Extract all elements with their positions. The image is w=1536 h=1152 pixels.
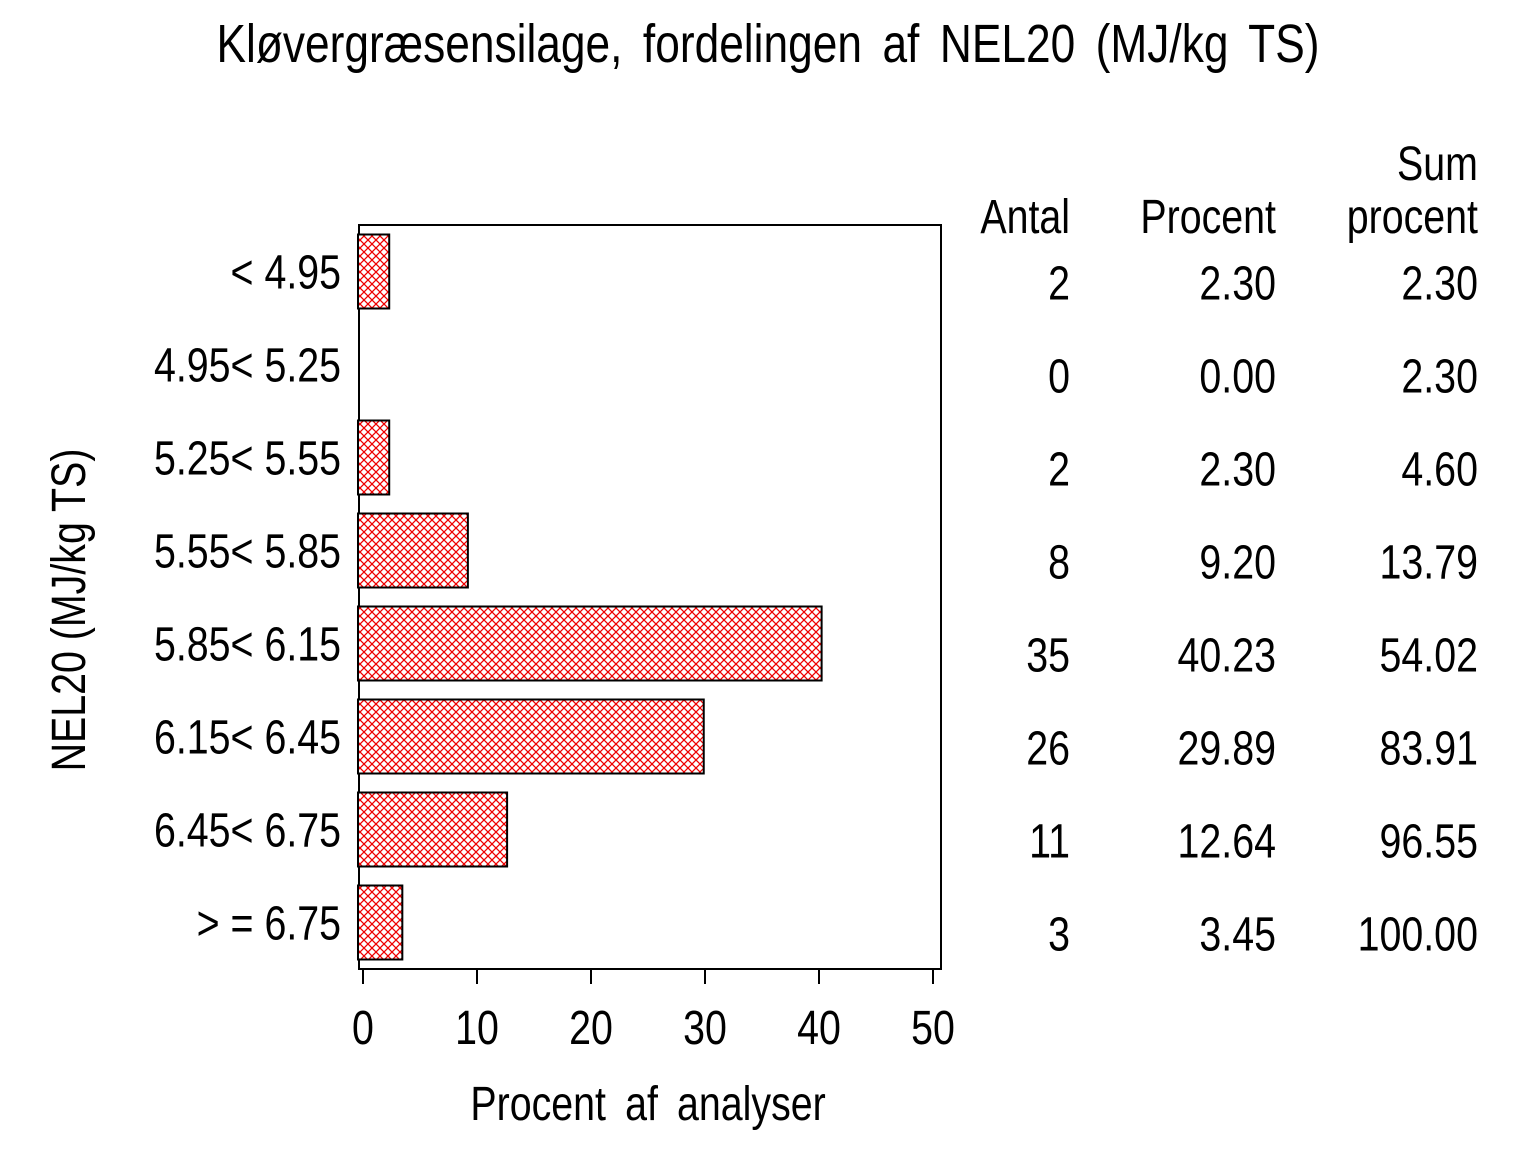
cell-antal: 35 — [1026, 629, 1070, 683]
table-header-sum-line1: Sum — [1397, 137, 1478, 191]
cell-antal: 3 — [1048, 908, 1070, 962]
cell-sum-procent: 96.55 — [1380, 815, 1478, 869]
cell-procent: 0.00 — [1199, 350, 1276, 404]
cell-sum-procent: 54.02 — [1380, 629, 1478, 683]
cell-sum-procent: 13.79 — [1380, 536, 1478, 590]
x-axis-title: Procent af analyser — [470, 1077, 825, 1131]
table-header-sum-line2: procent — [1347, 190, 1478, 244]
table-header-antal: Antal — [980, 190, 1070, 244]
cell-procent: 3.45 — [1199, 908, 1276, 962]
table-header-procent: Procent — [1140, 190, 1276, 244]
bar — [357, 233, 391, 310]
category-label: 6.45< 6.75 — [154, 804, 341, 858]
y-axis-title: NEL20 (MJ/kg TS) — [42, 449, 96, 772]
category-label: 5.25< 5.55 — [154, 432, 341, 486]
cell-antal: 0 — [1048, 350, 1070, 404]
category-label: < 4.95 — [231, 246, 341, 300]
bar — [357, 605, 823, 682]
x-axis-tick-label: 30 — [683, 1001, 727, 1055]
x-axis-ticks-group: 0 10 20 30 40 50 — [352, 969, 955, 1055]
x-axis-tick-label: 10 — [455, 1001, 499, 1055]
cell-sum-procent: 2.30 — [1401, 350, 1478, 404]
category-label: > = 6.75 — [197, 897, 341, 951]
bar — [357, 698, 705, 775]
x-axis-tick-label: 50 — [911, 1001, 955, 1055]
cell-procent: 40.23 — [1178, 629, 1276, 683]
category-labels-group: < 4.95 4.95< 5.25 5.25< 5.55 5.55< 5.85 5.85… — [154, 246, 341, 951]
bar — [357, 791, 509, 868]
category-label: 6.15< 6.45 — [154, 711, 341, 765]
plot-frame — [358, 224, 942, 970]
bar — [357, 419, 391, 496]
cell-procent: 12.64 — [1178, 815, 1276, 869]
cell-antal: 2 — [1048, 257, 1070, 311]
cell-antal: 2 — [1048, 443, 1070, 497]
bar — [357, 884, 404, 961]
cell-sum-procent: 100.00 — [1358, 908, 1478, 962]
cell-sum-procent: 4.60 — [1401, 443, 1478, 497]
category-label: 5.85< 6.15 — [154, 618, 341, 672]
bars-group — [357, 233, 823, 961]
cell-antal: 8 — [1048, 536, 1070, 590]
x-axis-tick-label: 20 — [569, 1001, 613, 1055]
bar — [357, 512, 469, 589]
x-axis-tick-label: 40 — [797, 1001, 841, 1055]
category-label: 4.95< 5.25 — [154, 339, 341, 393]
cell-procent: 9.20 — [1199, 536, 1276, 590]
category-label: 5.55< 5.85 — [154, 525, 341, 579]
cell-sum-procent: 2.30 — [1401, 257, 1478, 311]
cell-procent: 29.89 — [1178, 722, 1276, 776]
x-axis-tick-label: 0 — [352, 1001, 374, 1055]
cell-procent: 2.30 — [1199, 257, 1276, 311]
cell-antal: 11 — [1029, 815, 1070, 869]
chart-title: Kløvergræsensilage, fordelingen af NEL20… — [217, 14, 1320, 74]
cell-procent: 2.30 — [1199, 443, 1276, 497]
cell-sum-procent: 83.91 — [1380, 722, 1478, 776]
cell-antal: 26 — [1026, 722, 1070, 776]
